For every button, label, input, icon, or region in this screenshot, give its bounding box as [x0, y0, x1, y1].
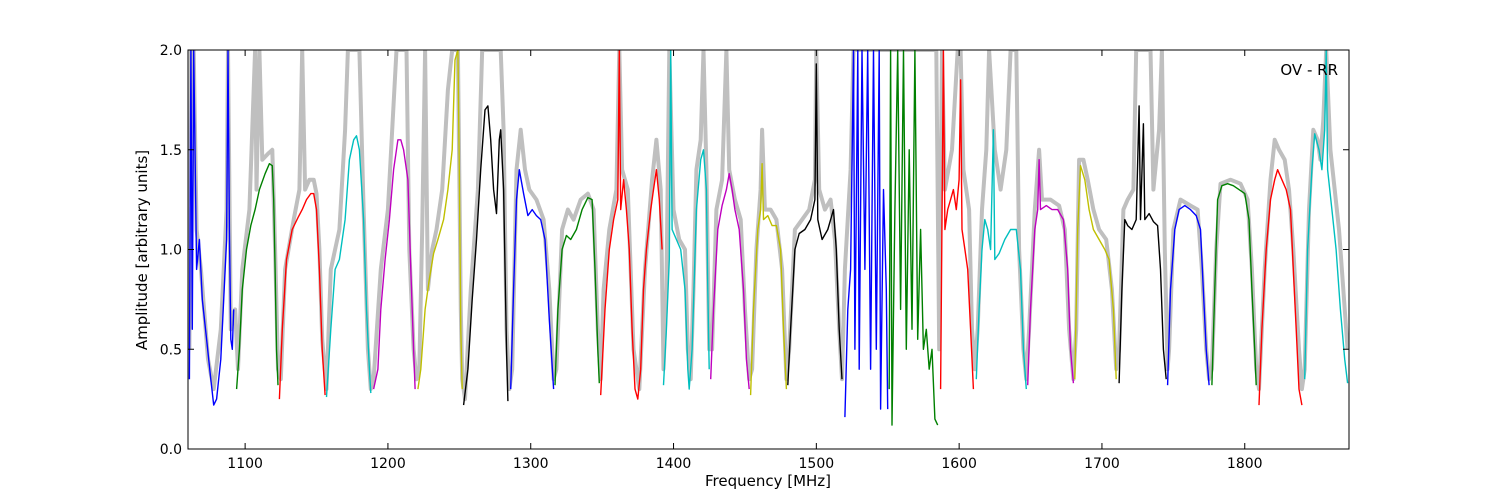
series-segment-24: [1258, 168, 1303, 406]
x-tick-label: 1600: [941, 456, 977, 472]
series-segment-11: [662, 50, 710, 390]
series-segment-7: [462, 105, 509, 406]
series-segment-9: [554, 196, 600, 386]
x-axis-label: Frequency [MHz]: [705, 472, 831, 490]
y-axis-label: Amplitude [arbitrary units]: [133, 150, 151, 350]
series-segment-19: [1027, 158, 1075, 386]
series-segment-6: [417, 50, 463, 390]
y-tick-label: 1.0: [160, 243, 182, 259]
y-tick-label: 2.0: [160, 43, 182, 59]
series-segment-8: [510, 168, 555, 390]
series-segment-17: [939, 50, 975, 390]
series-segment-18: [975, 129, 1027, 390]
series-segment-25: [1304, 50, 1349, 384]
series-segment-20: [1074, 164, 1117, 380]
series-segment-12: [710, 172, 750, 390]
ticks-layer: 1100 1200 1300 1400 1500 1600 1700 1800 0.0 0.5 1.…: [160, 43, 1349, 472]
series-segment-16: [888, 50, 939, 426]
x-tick-label: 1100: [227, 456, 263, 472]
series-segment-1: [188, 50, 235, 406]
series-segment-15: [844, 50, 889, 418]
series-segment-21: [1118, 105, 1167, 384]
x-tick-label: 1800: [1227, 456, 1263, 472]
series-segment-3: [278, 192, 326, 400]
series-segment-14: [787, 63, 843, 386]
series-segment-4: [325, 135, 372, 398]
x-tick-label: 1400: [656, 456, 692, 472]
series-segment-22: [1166, 204, 1210, 386]
x-tick-label: 1700: [1084, 456, 1120, 472]
y-tick-label: 0.0: [160, 442, 182, 458]
series-segment-23: [1211, 182, 1257, 386]
x-tick-label: 1300: [513, 456, 549, 472]
x-tick-label: 1200: [370, 456, 406, 472]
y-tick-label: 0.5: [160, 342, 182, 358]
series-segment-13: [749, 162, 788, 396]
background-envelope-layer: [188, 50, 1349, 402]
chart-annotation: OV - RR: [1280, 61, 1338, 79]
y-tick-label: 1.5: [160, 143, 182, 159]
series-segment-2: [235, 162, 279, 390]
x-tick-label: 1500: [799, 456, 835, 472]
series-segment-10: [600, 50, 663, 400]
background-envelope-line: [188, 50, 1349, 402]
series-layer: [188, 50, 1349, 426]
series-segment-5: [372, 139, 416, 390]
plot-area: 1100 1200 1300 1400 1500 1600 1700 1800 0.0 0.5 1.…: [160, 43, 1350, 472]
